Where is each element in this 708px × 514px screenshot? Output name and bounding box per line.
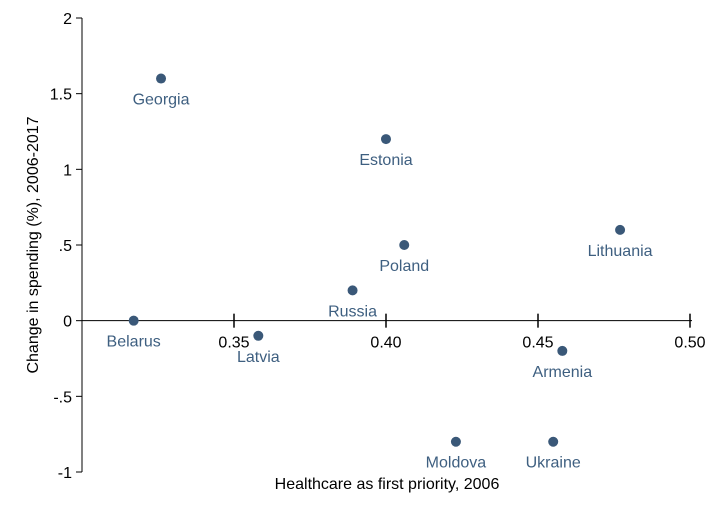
point-russia — [347, 285, 358, 296]
y-tick-label: -1 — [58, 465, 72, 482]
y-tick-label: 1 — [63, 162, 72, 179]
point-label-armenia: Armenia — [533, 364, 593, 381]
y-tick-label: 2 — [63, 11, 72, 28]
point-label-lithuania: Lithuania — [588, 243, 653, 260]
x-axis-label: Healthcare as first priority, 2006 — [275, 476, 500, 493]
point-georgia — [156, 73, 167, 84]
point-moldova — [450, 436, 461, 447]
point-latvia — [253, 330, 264, 341]
y-tick-label: -.5 — [53, 389, 72, 406]
y-tick-label: 1.5 — [50, 87, 72, 104]
y-tick-label: .5 — [59, 238, 72, 255]
point-ukraine — [548, 436, 559, 447]
point-label-estonia: Estonia — [359, 152, 412, 169]
x-tick-label: 0.45 — [522, 335, 553, 352]
point-poland — [399, 240, 410, 250]
point-lithuania — [615, 224, 626, 235]
point-armenia — [557, 345, 568, 356]
point-belarus — [128, 315, 139, 326]
point-label-moldova: Moldova — [426, 455, 487, 472]
point-label-ukraine: Ukraine — [526, 455, 581, 472]
y-axis-label: Change in spending (%), 2006-2017 — [25, 116, 42, 373]
x-tick-label: 0.40 — [370, 335, 401, 352]
x-tick-label: 0.50 — [674, 335, 705, 352]
point-label-poland: Poland — [379, 258, 429, 275]
point-label-latvia: Latvia — [237, 349, 280, 366]
point-label-belarus: Belarus — [107, 334, 161, 351]
point-estonia — [381, 134, 391, 145]
y-tick-label: 0 — [63, 314, 72, 331]
x-tick-label: 0.35 — [218, 335, 249, 352]
point-label-georgia: Georgia — [133, 92, 190, 109]
point-label-russia: Russia — [328, 303, 377, 320]
